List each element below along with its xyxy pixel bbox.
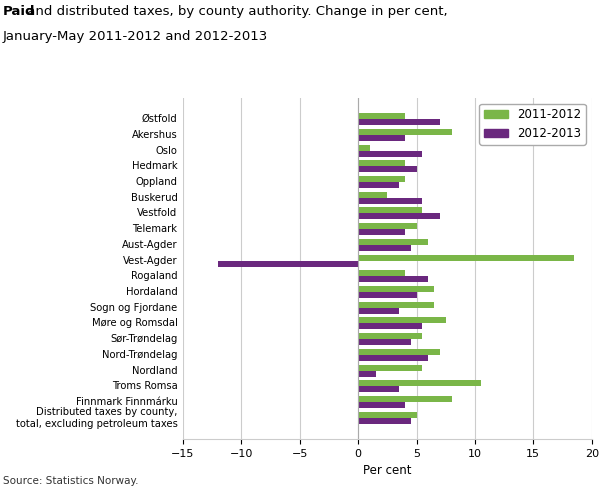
Bar — [358, 166, 417, 172]
Bar — [358, 192, 387, 198]
Bar — [358, 418, 411, 424]
Bar — [358, 270, 405, 276]
Bar — [358, 229, 405, 235]
Legend: 2011-2012, 2012-2013: 2011-2012, 2012-2013 — [479, 103, 586, 145]
Bar — [358, 412, 417, 418]
Bar — [358, 113, 405, 119]
Bar — [358, 365, 422, 370]
Bar — [358, 213, 440, 220]
Bar — [358, 207, 422, 213]
Bar — [358, 380, 481, 386]
Bar — [358, 286, 434, 292]
Bar — [358, 324, 422, 329]
Bar — [358, 308, 399, 314]
Bar — [358, 276, 428, 282]
Bar — [358, 245, 411, 251]
Bar — [358, 396, 451, 402]
Bar — [358, 135, 405, 141]
Text: Paid: Paid — [3, 5, 35, 18]
Bar — [358, 239, 428, 245]
Bar — [358, 119, 440, 125]
Bar — [358, 176, 405, 182]
Bar — [358, 223, 417, 229]
Bar — [358, 150, 422, 157]
Bar — [358, 302, 434, 308]
Bar — [358, 333, 422, 339]
Bar — [358, 144, 370, 150]
Bar — [358, 182, 399, 188]
Bar — [218, 261, 358, 266]
Bar — [358, 349, 440, 355]
Text: January-May 2011-2012 and 2012-2013: January-May 2011-2012 and 2012-2013 — [3, 30, 268, 43]
Bar — [358, 292, 417, 298]
Bar — [358, 402, 405, 408]
X-axis label: Per cent: Per cent — [363, 465, 412, 477]
Bar — [358, 386, 399, 392]
Bar — [358, 339, 411, 345]
Bar — [358, 317, 446, 324]
Bar — [358, 129, 451, 135]
Bar — [358, 370, 376, 377]
Bar — [358, 355, 428, 361]
Text: Source: Statistics Norway.: Source: Statistics Norway. — [3, 476, 138, 486]
Bar — [358, 255, 574, 261]
Bar — [358, 198, 422, 203]
Bar — [358, 160, 405, 166]
Text: and distributed taxes, by county authority. Change in per cent,: and distributed taxes, by county authori… — [23, 5, 447, 18]
